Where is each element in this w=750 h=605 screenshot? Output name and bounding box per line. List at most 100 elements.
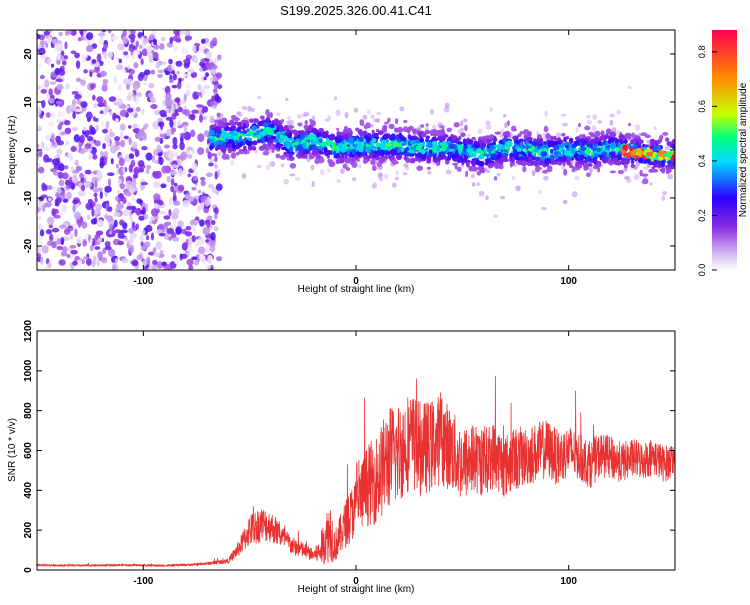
- spectrogram-cell: [85, 111, 93, 120]
- spectrogram-cell: [104, 245, 112, 251]
- spectrogram-cell: [119, 139, 126, 148]
- spectrogram-cell: [55, 78, 63, 83]
- spectrogram-cell: [588, 167, 594, 172]
- spectrogram-cell: [511, 157, 515, 162]
- spectrogram-cell: [269, 111, 273, 119]
- spectrogram-cell: [506, 140, 513, 148]
- spectrogram-cell: [497, 143, 503, 150]
- spectrogram-cell: [615, 147, 620, 153]
- spectrogram-cell: [594, 130, 601, 138]
- spectrogram-cell: [597, 119, 602, 124]
- spectrogram-cell: [339, 157, 345, 164]
- spectrogram-cell: [396, 149, 401, 154]
- spectrogram-cell: [617, 153, 621, 158]
- spectrogram-cell: [104, 241, 111, 248]
- spectrogram-cell: [207, 254, 213, 264]
- spectrogram-cell: [75, 60, 81, 69]
- spectrogram-cell: [48, 197, 52, 202]
- spectrogram-cell: [214, 119, 219, 124]
- spectrogram-cell: [52, 158, 59, 166]
- spectrogram-cell: [562, 122, 568, 127]
- spectrogram-cell: [502, 113, 507, 118]
- spectrogram-cell: [187, 173, 192, 178]
- spectrogram-cell: [92, 255, 97, 264]
- spectrogram-cell: [248, 130, 255, 135]
- spectrogram-cell: [154, 109, 161, 116]
- spectrogram-cell: [565, 145, 569, 148]
- spectrogram-cell: [546, 167, 553, 173]
- spectrogram-cell: [172, 236, 180, 242]
- spectrogram-cell: [342, 134, 349, 140]
- spectrogram-cell: [606, 158, 613, 165]
- spectrogram-cell: [633, 137, 638, 142]
- spectrogram-cell: [94, 140, 101, 147]
- snr-y-tick-label: 400: [23, 482, 34, 499]
- spectrogram-cell: [150, 69, 156, 75]
- spectrogram-cell: [648, 146, 654, 149]
- spectrogram-cell: [304, 120, 308, 125]
- spectrogram-cell: [295, 147, 303, 152]
- spectrogram-cell: [169, 170, 178, 176]
- spectrogram-cell: [69, 233, 74, 240]
- spectrogram-cell: [289, 162, 297, 169]
- spectrogram-cell: [177, 120, 181, 127]
- spectrogram-cell: [215, 72, 223, 79]
- spectrogram-cell: [656, 145, 661, 152]
- spectrogram-cell: [376, 162, 382, 168]
- spectrogram-cell: [69, 104, 77, 112]
- spectrogram-cell: [276, 112, 281, 117]
- spectrogram-cell: [114, 140, 121, 147]
- spectrogram-cell: [197, 236, 205, 246]
- spectrogram-cell: [128, 164, 133, 173]
- spectrogram-cell: [171, 84, 178, 89]
- spectrogram-cell: [59, 224, 66, 229]
- spectrogram-cell: [600, 134, 607, 141]
- spectrogram-cell: [83, 69, 88, 74]
- spectrogram-cell: [80, 79, 87, 86]
- spectrogram-cell: [67, 179, 74, 188]
- spectrogram-cell: [252, 118, 259, 124]
- colorbar-ticks: 0.0 0.2 0.4 0.6 0.8: [697, 46, 717, 276]
- spectrogram-cell: [659, 168, 666, 172]
- spectrogram-cell: [646, 139, 650, 144]
- spectrogram-cell: [97, 102, 105, 108]
- spectrogram-cell: [145, 152, 153, 161]
- spectrogram-cell: [329, 160, 335, 166]
- spectrogram-cell: [605, 135, 612, 139]
- spectrogram-cell: [148, 54, 154, 64]
- spectrogram-cell: [630, 160, 635, 164]
- spectrogram-cell: [627, 122, 632, 127]
- spectrogram-cell: [191, 186, 197, 191]
- spectrogram-cell: [599, 156, 603, 160]
- figure-title: S199.2025.326.00.41.C41: [280, 3, 432, 18]
- spectrogram-cell: [117, 83, 123, 91]
- spectrogram-cell: [632, 144, 638, 150]
- spectrogram-cell: [586, 119, 593, 125]
- spectrogram-cell: [336, 127, 340, 131]
- spectrogram-cell: [177, 220, 184, 228]
- spectrogram-cell: [73, 134, 81, 143]
- spectrogram-cell: [575, 136, 581, 141]
- spectrogram-cell: [494, 150, 499, 154]
- spectrogram-cell: [357, 145, 364, 153]
- spectrogram-cell: [107, 51, 114, 59]
- spectrogram-cell: [293, 141, 300, 146]
- spectrogram-cell: [166, 175, 171, 183]
- spectrogram-cell: [116, 189, 121, 195]
- snr-x-ticks: -100 0 100: [133, 331, 577, 587]
- spectrogram-cell: [224, 154, 230, 160]
- spectrogram-y-label: Frequency (Hz): [7, 116, 18, 185]
- spectrogram-cell: [446, 127, 452, 133]
- spectrogram-cell: [646, 158, 651, 164]
- spectrogram-cell: [249, 120, 254, 124]
- spectrogram-cell: [157, 69, 164, 74]
- spectrogram-cell: [80, 101, 88, 108]
- spectrogram-cell: [114, 258, 118, 263]
- spectrogram-cell: [172, 190, 177, 197]
- spectrogram-cell: [216, 256, 223, 262]
- spectrogram-cell: [327, 115, 331, 121]
- spectrogram-cell: [457, 129, 464, 134]
- spectrogram-cell: [476, 182, 481, 187]
- spectrogram-cell: [78, 222, 82, 228]
